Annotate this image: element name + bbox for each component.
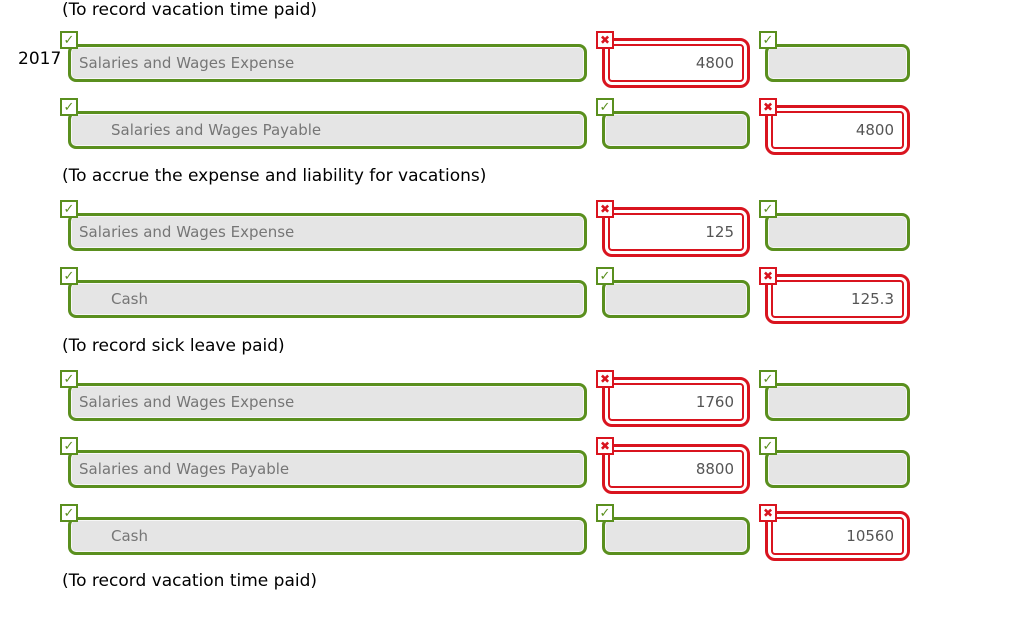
correct-checkmark-icon: ✓	[596, 267, 614, 285]
credit-amount-value: 4800	[771, 111, 904, 149]
account-name-field[interactable]: Salaries and Wages Expense	[68, 383, 587, 421]
account-name-field[interactable]: Salaries and Wages Payable	[68, 111, 587, 149]
credit-amount-value: 125.3	[771, 280, 904, 318]
incorrect-x-icon: ✖	[759, 267, 777, 285]
correct-checkmark-icon: ✓	[60, 504, 78, 522]
correct-checkmark-icon: ✓	[60, 267, 78, 285]
correct-checkmark-icon: ✓	[596, 504, 614, 522]
correct-checkmark-icon: ✓	[759, 370, 777, 388]
year-label: 2017	[18, 49, 62, 69]
correct-checkmark-icon: ✓	[60, 98, 78, 116]
correct-checkmark-icon: ✓	[759, 31, 777, 49]
journal-entry-caption: (To record vacation time paid)	[62, 0, 318, 20]
correct-checkmark-icon: ✓	[60, 31, 78, 49]
correct-checkmark-icon: ✓	[60, 370, 78, 388]
account-name-field[interactable]: Salaries and Wages Expense	[68, 213, 587, 251]
credit-amount-field[interactable]: 4800	[765, 105, 910, 155]
journal-entry-caption: (To record vacation time paid)	[62, 571, 318, 591]
debit-amount-field[interactable]: 1760	[602, 377, 750, 427]
credit-amount-field[interactable]	[765, 383, 910, 421]
credit-amount-field[interactable]	[765, 213, 910, 251]
debit-amount-value: 4800	[608, 44, 744, 82]
debit-amount-value: 8800	[608, 450, 744, 488]
incorrect-x-icon: ✖	[596, 200, 614, 218]
account-name-field[interactable]: Salaries and Wages Payable	[68, 450, 587, 488]
account-name-field[interactable]: Cash	[68, 280, 587, 318]
journal-entry-caption: (To accrue the expense and liability for…	[62, 166, 487, 186]
debit-amount-field[interactable]: 125	[602, 207, 750, 257]
correct-checkmark-icon: ✓	[759, 200, 777, 218]
credit-amount-value: 10560	[771, 517, 904, 555]
debit-amount-value: 1760	[608, 383, 744, 421]
journal-entry-caption: (To record sick leave paid)	[62, 336, 285, 356]
credit-amount-field[interactable]: 125.3	[765, 274, 910, 324]
credit-amount-field[interactable]	[765, 44, 910, 82]
debit-amount-field[interactable]: 8800	[602, 444, 750, 494]
correct-checkmark-icon: ✓	[60, 200, 78, 218]
incorrect-x-icon: ✖	[759, 98, 777, 116]
correct-checkmark-icon: ✓	[596, 98, 614, 116]
debit-amount-field[interactable]: 4800	[602, 38, 750, 88]
debit-amount-field[interactable]	[602, 280, 750, 318]
credit-amount-field[interactable]: 10560	[765, 511, 910, 561]
incorrect-x-icon: ✖	[596, 437, 614, 455]
debit-amount-field[interactable]	[602, 517, 750, 555]
debit-amount-value: 125	[608, 213, 744, 251]
incorrect-x-icon: ✖	[596, 370, 614, 388]
incorrect-x-icon: ✖	[596, 31, 614, 49]
correct-checkmark-icon: ✓	[759, 437, 777, 455]
account-name-field[interactable]: Salaries and Wages Expense	[68, 44, 587, 82]
debit-amount-field[interactable]	[602, 111, 750, 149]
credit-amount-field[interactable]	[765, 450, 910, 488]
account-name-field[interactable]: Cash	[68, 517, 587, 555]
correct-checkmark-icon: ✓	[60, 437, 78, 455]
incorrect-x-icon: ✖	[759, 504, 777, 522]
